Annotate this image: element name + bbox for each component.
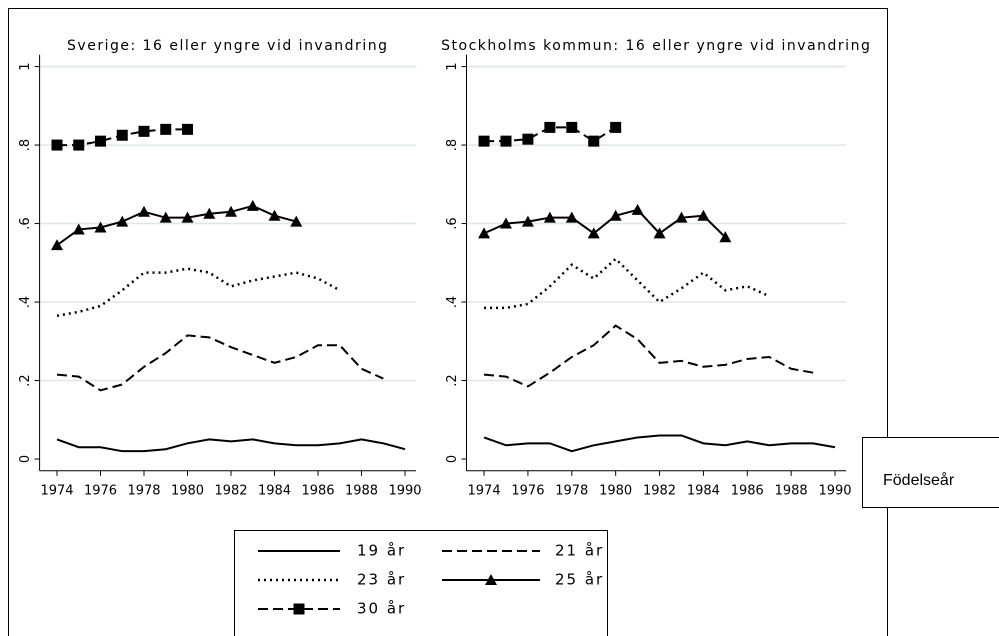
y-tick-label: .2	[445, 374, 460, 386]
x-tick-label: 1988	[775, 483, 808, 498]
marker	[95, 135, 107, 147]
marker	[697, 209, 710, 221]
marker	[522, 133, 534, 145]
frame	[8, 8, 888, 636]
chart-title: Stockholms kommun: 16 eller yngre vid in…	[441, 38, 871, 54]
x-tick-label: 1988	[345, 483, 378, 498]
marker	[203, 207, 216, 219]
marker	[94, 221, 107, 233]
x-tick-label: 1980	[171, 483, 204, 498]
x-tick-label: 1980	[599, 483, 632, 498]
y-tick-label: .6	[445, 217, 460, 229]
marker	[500, 135, 512, 147]
marker	[73, 139, 85, 151]
y-tick-label: .8	[445, 139, 460, 151]
line	[56, 204, 297, 246]
y-tick-label: 0	[18, 455, 33, 463]
x-tick-label: 1984	[687, 483, 720, 498]
marker	[587, 227, 600, 239]
marker	[521, 215, 534, 227]
legend-label: 30 år	[357, 600, 406, 618]
y-tick-label: 0	[445, 455, 460, 463]
x-tick-label: 1974	[468, 483, 501, 498]
marker	[182, 123, 194, 135]
y-tick-label: 1	[445, 62, 460, 70]
y-tick-label: .2	[18, 374, 33, 386]
y-tick-label: .4	[445, 296, 460, 308]
legend-marker	[293, 603, 305, 615]
x-tick-label: 1984	[258, 483, 291, 498]
marker	[610, 121, 622, 133]
x-tick-label: 1990	[388, 483, 421, 498]
x-axis-label: Födelseår	[883, 471, 955, 489]
line	[56, 438, 406, 453]
x-tick-label: 1978	[127, 483, 160, 498]
marker	[290, 215, 303, 227]
marker	[159, 211, 172, 223]
marker	[588, 135, 600, 147]
marker	[181, 211, 194, 223]
x-tick-label: 1990	[818, 483, 851, 498]
y-tick-label: .8	[18, 139, 33, 151]
legend-marker	[485, 574, 497, 585]
marker	[544, 121, 556, 133]
chart-title: Sverige: 16 eller yngre vid invandring	[67, 38, 388, 54]
x-tick-label: 1986	[731, 483, 764, 498]
x-tick-label: 1976	[84, 483, 117, 498]
x-tick-label: 1982	[643, 483, 676, 498]
line	[483, 434, 836, 453]
legend-box	[234, 530, 608, 636]
marker	[609, 209, 622, 221]
x-tick-label: 1978	[555, 483, 588, 498]
x-tick-label: 1974	[40, 483, 73, 498]
line	[56, 267, 341, 318]
legend-label: 23 år	[357, 571, 406, 589]
marker	[478, 227, 491, 239]
legend-label: 25 år	[555, 571, 604, 589]
marker	[499, 217, 512, 229]
marker	[566, 121, 578, 133]
line	[483, 324, 814, 388]
marker	[51, 139, 63, 151]
y-tick-label: .4	[18, 296, 33, 308]
marker	[72, 223, 85, 235]
x-label-box	[862, 437, 999, 508]
marker	[138, 125, 150, 137]
marker	[478, 135, 490, 147]
x-tick-label: 1982	[214, 483, 247, 498]
line	[484, 257, 770, 310]
y-tick-label: .6	[18, 217, 33, 229]
marker	[719, 231, 732, 243]
marker	[51, 239, 64, 251]
marker	[565, 211, 578, 223]
marker	[268, 209, 281, 221]
legend-label: 19 år	[357, 542, 406, 560]
legend-label: 21 år	[555, 542, 604, 560]
y-tick-label: 1	[18, 62, 33, 70]
marker	[116, 129, 128, 141]
marker	[138, 205, 151, 217]
marker	[653, 227, 666, 239]
marker	[116, 215, 129, 227]
marker	[543, 211, 556, 223]
x-tick-label: 1986	[301, 483, 334, 498]
marker	[675, 211, 688, 223]
marker	[160, 123, 172, 135]
marker	[246, 199, 259, 211]
marker	[225, 205, 238, 217]
line	[56, 334, 384, 392]
line	[483, 208, 727, 239]
x-tick-label: 1976	[511, 483, 544, 498]
marker	[631, 203, 644, 215]
